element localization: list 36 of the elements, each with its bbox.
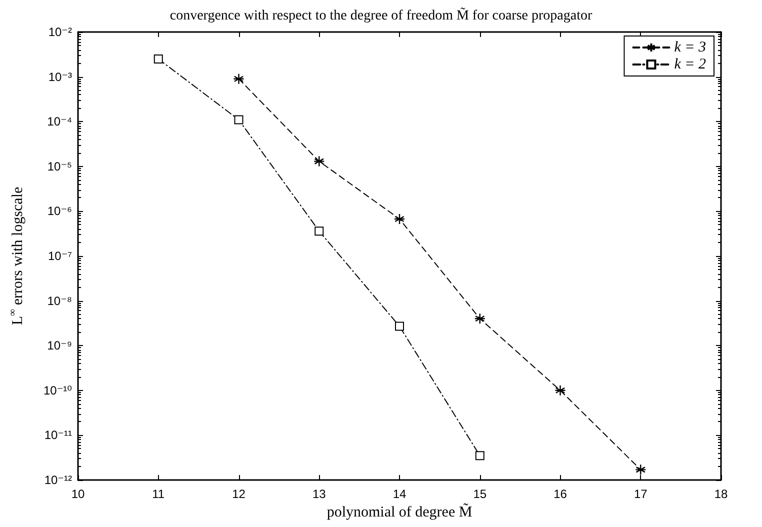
y-tick-label: 10⁻⁴: [47, 114, 72, 129]
x-tick-label: 18: [714, 487, 728, 501]
x-tick-label: 12: [232, 487, 246, 501]
x-axis-title: polynomial of degree M̃: [326, 502, 472, 520]
y-tick-label: 10⁻¹⁰: [44, 383, 72, 398]
point: [234, 115, 244, 124]
chart-title: convergence with respect to the degree of freedom M̃ for coarse propagator: [170, 6, 592, 24]
y-tick-label: 10⁻²: [48, 25, 72, 39]
x-tick-label: 11: [152, 487, 165, 501]
x-tick-label: 17: [634, 487, 648, 501]
y-tick-label: 10⁻⁸: [47, 294, 72, 308]
y-tick-label: 10⁻¹²: [44, 473, 72, 487]
point: [395, 322, 404, 331]
point: [233, 73, 244, 84]
y-axis-title: L∞ errors with logscale: [8, 186, 26, 326]
point: [154, 54, 163, 64]
point: [474, 313, 486, 324]
legend-label: k = 2: [674, 56, 706, 72]
point: [635, 464, 646, 476]
y-tick-label: 10⁻⁶: [47, 204, 72, 218]
y-tick-label: 10⁻¹¹: [44, 428, 72, 442]
point: [314, 156, 325, 167]
point: [394, 213, 406, 225]
point: [475, 451, 484, 460]
y-tick-label: 10⁻³: [48, 70, 72, 84]
y-tick-label: 10⁻⁵: [47, 159, 72, 174]
x-tick-label: 10: [71, 487, 85, 501]
x-tick-label: 13: [312, 487, 326, 501]
point: [554, 384, 566, 396]
x-tick-label: 15: [473, 487, 487, 501]
x-tick-label: 16: [554, 487, 568, 501]
point: [314, 226, 324, 236]
x-tick-label: 14: [392, 487, 406, 501]
legend-label: k = 3: [674, 40, 706, 56]
y-tick-label: 10⁻⁹: [47, 338, 72, 353]
y-tick-label: 10⁻⁷: [48, 249, 72, 263]
